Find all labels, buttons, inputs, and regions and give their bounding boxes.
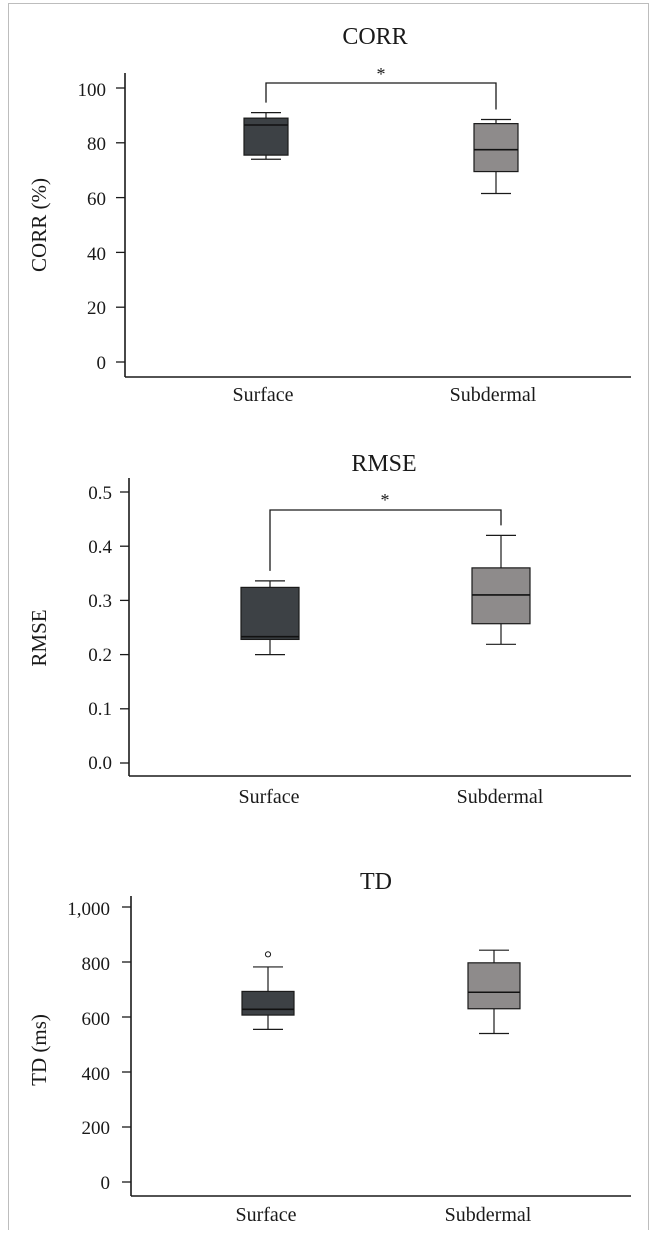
x-category-label: Subdermal (450, 384, 537, 406)
x-category-label: Subdermal (457, 786, 544, 808)
y-tick-label: 0.2 (88, 645, 112, 666)
y-tick-label: 1,000 (67, 899, 110, 920)
x-category-label: Surface (235, 1204, 296, 1226)
y-axis-label: RMSE (27, 609, 51, 666)
x-category-label: Subdermal (445, 1204, 532, 1226)
y-tick-label: 80 (87, 134, 106, 155)
y-tick-label: 0 (97, 353, 107, 374)
y-tick-label: 400 (82, 1064, 111, 1085)
figure-frame (8, 3, 649, 1230)
chart-marks (116, 73, 631, 1197)
significance-star: * (377, 64, 386, 84)
panel-corr: CORR CORR (%) 0 20 40 60 80 100 Surface … (27, 24, 537, 406)
significance-bracket (265, 82, 497, 110)
y-ticks: 0 200 400 600 800 1,000 (67, 899, 110, 1194)
panel-rmse: RMSE RMSE 0.0 0.1 0.2 0.3 0.4 0.5 Surfac… (27, 451, 544, 808)
box-iqr-subdermal (471, 567, 531, 625)
y-tick-label: 0.0 (88, 753, 112, 774)
box-iqr-surface (240, 586, 300, 641)
y-axis-label: TD (ms) (27, 1014, 51, 1086)
box-iqr-surface (241, 990, 295, 1016)
y-tick-label: 60 (87, 189, 106, 210)
y-tick-label: 800 (82, 954, 111, 975)
y-ticks: 0.0 0.1 0.2 0.3 0.4 0.5 (88, 483, 112, 774)
y-tick-label: 0.4 (88, 537, 112, 558)
outlier-point (264, 951, 272, 958)
panel-title: CORR (342, 24, 407, 50)
y-tick-label: 0.5 (88, 483, 112, 504)
panel-title: TD (360, 869, 392, 895)
box-iqr-subdermal (467, 962, 521, 1010)
y-tick-label: 200 (82, 1118, 111, 1139)
x-category-label: Surface (232, 384, 293, 406)
significance-bracket (269, 509, 502, 571)
x-category-label: Surface (238, 786, 299, 808)
box-iqr-subdermal (473, 123, 519, 173)
y-tick-label: 0 (101, 1173, 111, 1194)
y-axis-label: CORR (%) (27, 178, 51, 272)
panel-td: TD TD (ms) 0 200 400 600 800 1,000 Surfa… (27, 869, 532, 1226)
y-tick-label: 0.3 (88, 591, 112, 612)
y-ticks: 0 20 40 60 80 100 (78, 80, 107, 374)
y-tick-label: 100 (78, 80, 107, 101)
y-tick-label: 20 (87, 298, 106, 319)
significance-star: * (381, 490, 390, 510)
panel-title: RMSE (351, 451, 416, 477)
y-tick-label: 0.1 (88, 699, 112, 720)
y-tick-label: 600 (82, 1009, 111, 1030)
y-tick-label: 40 (87, 244, 106, 265)
box-iqr-surface (243, 117, 289, 156)
